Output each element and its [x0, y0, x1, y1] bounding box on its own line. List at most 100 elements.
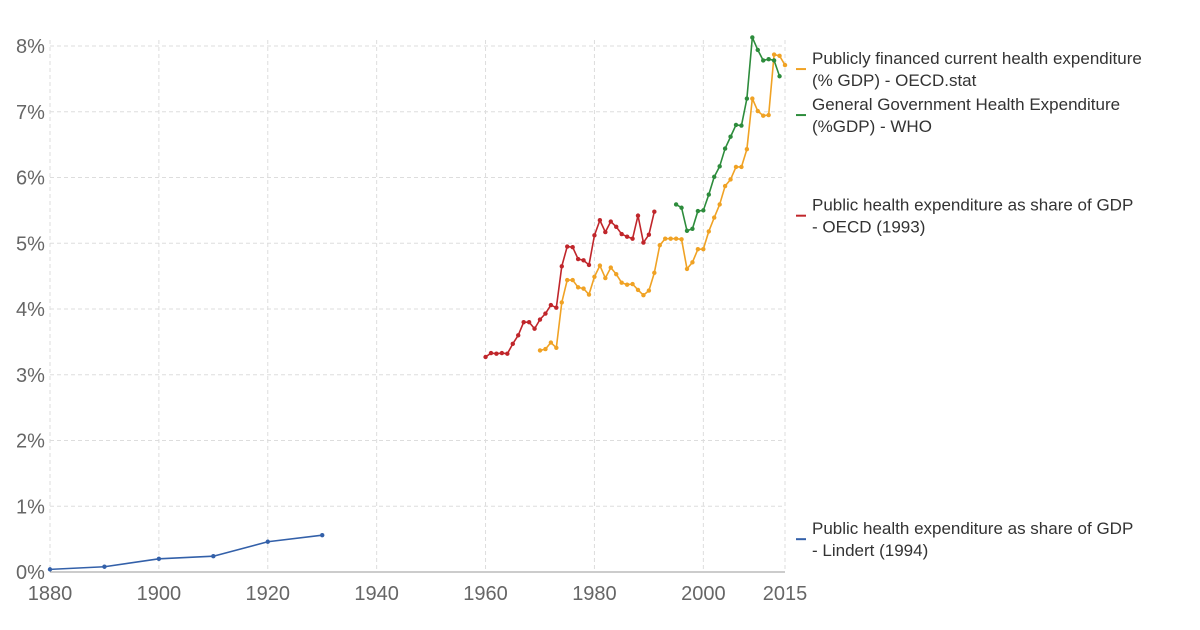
data-point — [771, 52, 777, 57]
x-tick-label: 1980 — [572, 583, 617, 605]
data-point — [494, 351, 499, 356]
y-tick-label: 8% — [16, 36, 45, 58]
series-line — [49, 534, 323, 571]
data-point — [728, 177, 733, 182]
legend-label: Public health expenditure as share of GD… — [812, 196, 1133, 215]
data-point — [575, 256, 581, 262]
data-point — [608, 219, 613, 224]
data-point — [657, 243, 662, 248]
data-point — [614, 224, 619, 230]
series-line — [675, 36, 781, 232]
data-point — [744, 96, 750, 101]
data-point — [614, 271, 619, 277]
data-point — [619, 231, 624, 237]
legend-item: Publicly financed current health expendi… — [796, 49, 1142, 90]
y-tick-label: 3% — [16, 365, 45, 387]
data-point — [663, 236, 668, 241]
data-point — [684, 266, 690, 272]
data-point — [771, 58, 777, 63]
data-point — [739, 123, 744, 128]
data-point — [652, 209, 657, 214]
series-group — [47, 35, 788, 572]
data-point — [586, 292, 592, 297]
data-point — [581, 286, 586, 291]
legend: Publicly financed current health expendi… — [796, 49, 1142, 560]
grid — [49, 40, 786, 572]
data-point — [782, 62, 788, 68]
data-point — [510, 341, 515, 347]
x-tick-label: 1900 — [137, 583, 182, 605]
data-point — [722, 183, 728, 189]
data-point — [586, 262, 592, 268]
data-point — [575, 285, 581, 290]
data-point — [673, 202, 679, 207]
data-point — [554, 305, 559, 310]
data-point — [744, 147, 750, 152]
data-point — [733, 164, 739, 170]
data-point — [712, 174, 717, 180]
x-tick-label: 2000 — [681, 583, 726, 605]
data-point — [624, 282, 630, 287]
legend-label: - Lindert (1994) — [812, 541, 928, 560]
data-point — [624, 234, 630, 239]
series-2 — [537, 52, 788, 353]
data-point — [728, 134, 733, 139]
legend-label: Public health expenditure as share of GD… — [812, 519, 1133, 538]
data-point — [521, 319, 526, 325]
data-point — [102, 564, 107, 569]
data-point — [630, 281, 635, 287]
data-point — [537, 317, 543, 322]
data-point — [559, 300, 564, 305]
data-point — [603, 275, 608, 281]
data-point — [635, 213, 641, 218]
data-point — [499, 350, 505, 356]
legend-item: Public health expenditure as share of GD… — [796, 519, 1133, 560]
data-point — [559, 264, 564, 269]
data-point — [646, 288, 652, 293]
data-point — [695, 208, 701, 214]
data-point — [641, 292, 646, 298]
data-point — [597, 263, 603, 268]
data-point — [641, 240, 646, 245]
x-tick-label: 2015 — [763, 583, 808, 605]
data-point — [750, 35, 755, 40]
data-point — [320, 532, 325, 538]
y-tick-label: 4% — [16, 299, 45, 321]
legend-item: Public health expenditure as share of GD… — [796, 196, 1133, 237]
series-1 — [483, 209, 657, 360]
data-point — [668, 236, 673, 241]
data-point — [652, 270, 657, 276]
data-point — [679, 205, 684, 210]
data-point — [684, 228, 690, 233]
data-point — [750, 96, 755, 101]
data-point — [570, 277, 575, 283]
legend-label: - OECD (1993) — [812, 218, 925, 237]
data-point — [211, 554, 216, 559]
x-tick-label: 1940 — [354, 583, 399, 605]
data-point — [706, 192, 711, 197]
data-point — [597, 218, 603, 223]
y-tick-label: 5% — [16, 233, 45, 255]
legend-label: General Government Health Expenditure — [812, 95, 1120, 114]
data-point — [777, 74, 782, 79]
data-point — [156, 556, 162, 562]
data-point — [483, 354, 488, 360]
data-point — [739, 164, 744, 170]
data-point — [766, 56, 771, 62]
data-point — [755, 47, 760, 53]
data-point — [608, 265, 613, 270]
data-point — [554, 345, 559, 350]
data-point — [706, 229, 711, 234]
y-tick-label: 6% — [16, 168, 45, 190]
x-tick-label: 1880 — [28, 583, 73, 605]
data-point — [755, 108, 760, 114]
y-tick-label: 2% — [16, 431, 45, 453]
data-point — [526, 319, 532, 325]
data-point — [717, 202, 722, 207]
data-point — [733, 122, 739, 128]
data-point — [679, 237, 684, 242]
data-point — [265, 539, 270, 544]
data-point — [592, 274, 597, 279]
y-tick-label: 1% — [16, 496, 45, 518]
